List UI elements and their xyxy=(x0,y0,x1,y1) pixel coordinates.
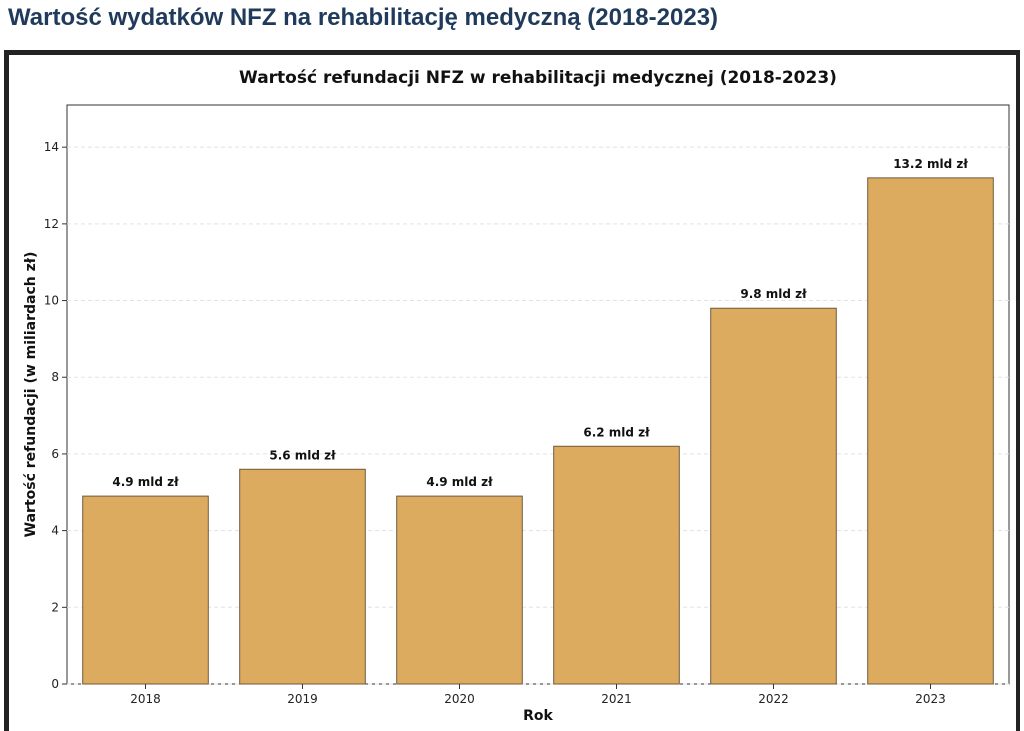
chart-title: Wartość refundacji NFZ w rehabilitacji m… xyxy=(239,68,837,88)
y-tick-label-2: 2 xyxy=(51,600,59,614)
chart-frame: Wartość refundacji NFZ w rehabilitacji m… xyxy=(4,50,1020,731)
gridlines xyxy=(67,146,1009,685)
y-tick-label-12: 12 xyxy=(44,217,59,231)
x-tick-label-2021: 2021 xyxy=(601,692,632,706)
x-tick-label-2020: 2020 xyxy=(444,692,475,706)
y-tick-label-6: 6 xyxy=(51,447,59,461)
x-tick-label-2019: 2019 xyxy=(287,692,318,706)
bar-2018 xyxy=(82,495,209,685)
bar-data-label-2023: 13.2 mld zł xyxy=(893,157,968,171)
x-tick-label-2018: 2018 xyxy=(130,692,161,706)
bar-2019 xyxy=(239,468,366,685)
bar-2022 xyxy=(710,307,837,685)
bar-data-label-2020: 4.9 mld zł xyxy=(426,475,493,489)
bar-data-labels: 4.9 mld zł 5.6 mld zł 4.9 mld zł 6.2 mld zł… xyxy=(112,157,968,489)
y-tick-label-4: 4 xyxy=(51,524,59,538)
y-tick-label-14: 14 xyxy=(44,140,59,154)
bar-2023 xyxy=(867,177,994,685)
y-tick-label-10: 10 xyxy=(44,294,59,308)
bar-data-label-2021: 6.2 mld zł xyxy=(583,425,650,439)
x-axis-ticks: 2018 2019 2020 2021 2022 2023 xyxy=(130,684,946,706)
bar-2020 xyxy=(396,495,523,685)
bars xyxy=(82,177,994,685)
bar-chart: Wartość refundacji NFZ w rehabilitacji m… xyxy=(23,68,1010,724)
page-heading: Wartość wydatków NFZ na rehabilitację me… xyxy=(8,4,719,31)
y-tick-label-8: 8 xyxy=(51,370,59,384)
y-axis-ticks: 0 2 4 6 8 10 12 14 xyxy=(44,140,67,691)
bar-data-label-2022: 9.8 mld zł xyxy=(740,287,807,301)
y-axis-title: Wartość refundacji (w miliardach zł) xyxy=(23,252,39,538)
bar-data-label-2018: 4.9 mld zł xyxy=(112,475,179,489)
x-tick-label-2022: 2022 xyxy=(758,692,789,706)
x-axis-title: Rok xyxy=(523,708,553,724)
x-tick-label-2023: 2023 xyxy=(915,692,946,706)
bar-2021 xyxy=(553,445,680,685)
bar-data-label-2019: 5.6 mld zł xyxy=(269,448,336,462)
y-tick-label-0: 0 xyxy=(51,677,59,691)
